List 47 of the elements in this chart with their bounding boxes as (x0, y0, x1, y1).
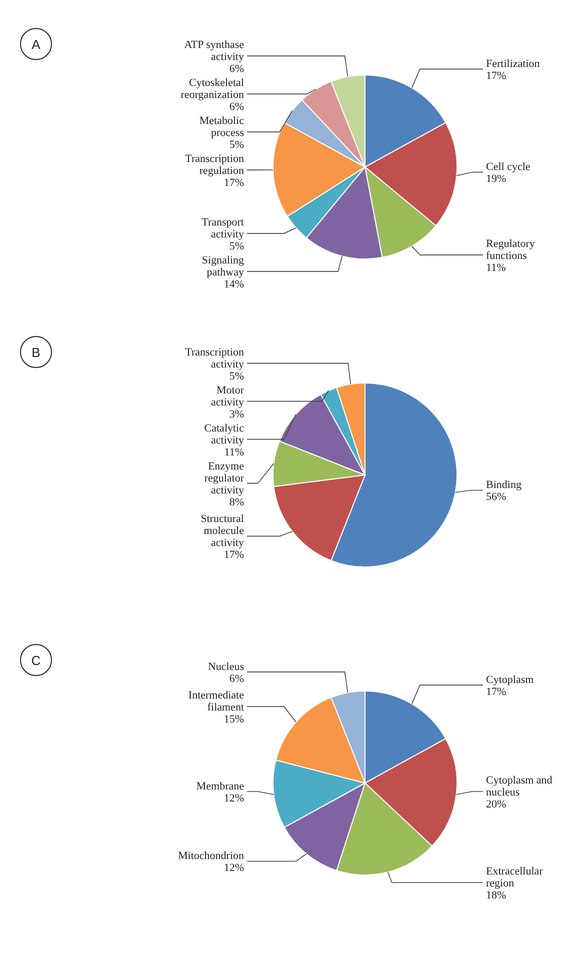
slice-label: Enzyme regulator activity (204, 460, 244, 496)
data-label: 5% (229, 138, 244, 151)
data-label: 56% (486, 491, 506, 504)
data-label: 12% (224, 862, 244, 874)
slice-label: Fertilization (486, 58, 540, 70)
slice-label: Binding (486, 479, 522, 492)
data-label: 18% (486, 890, 506, 902)
slice-label: Metabolic process (199, 114, 244, 139)
data-label: 17% (486, 686, 506, 698)
data-label: 17% (224, 176, 244, 189)
slice-label: ATP synthase activity (184, 38, 244, 63)
slice-label: Motor activity (211, 384, 244, 408)
data-label: 17% (224, 549, 244, 562)
circled-letter: A (20, 28, 52, 60)
slice-label: Intermediate filament (188, 690, 244, 714)
slice-label: Regulatory functions (486, 238, 536, 262)
data-label: 3% (229, 408, 244, 420)
data-label: 6% (229, 100, 244, 113)
slice-label: Cytoskeletal reorganization (180, 76, 244, 101)
data-label: 20% (486, 798, 506, 811)
slice-label: Transport activity (202, 216, 244, 240)
data-label: 19% (486, 173, 506, 186)
data-label: 5% (229, 370, 244, 382)
slice-label: Nucleus (208, 660, 244, 673)
data-label: 6% (229, 62, 244, 75)
slice-label: Cytoplasm and nucleus (486, 774, 553, 799)
circled-letter: C (20, 644, 52, 676)
data-label: 11% (486, 262, 506, 274)
data-label: 6% (229, 672, 244, 685)
slice-label: Cell cycle (486, 161, 530, 174)
slice-label: Transcription regulation (185, 152, 244, 177)
slice-label: Membrane (196, 780, 244, 793)
data-label: 17% (486, 70, 506, 82)
slice-label: Transcription activity (185, 346, 244, 370)
slice-label: Catalytic activity (204, 422, 244, 446)
slice-label: Mitochondrion (178, 850, 244, 862)
slice-label: Extracellular region (486, 866, 544, 890)
slice-label: Signaling pathway (202, 254, 244, 278)
data-label: 11% (224, 446, 244, 458)
slice-label: Cytoplasm (486, 674, 534, 686)
data-label: 8% (229, 496, 244, 508)
data-label: 12% (224, 792, 244, 805)
data-label: 5% (229, 240, 244, 252)
circled-letter: B (20, 336, 52, 368)
data-label: 14% (224, 278, 244, 290)
data-label: 15% (224, 714, 244, 726)
slice-label: Structural molecule activity (200, 513, 244, 550)
